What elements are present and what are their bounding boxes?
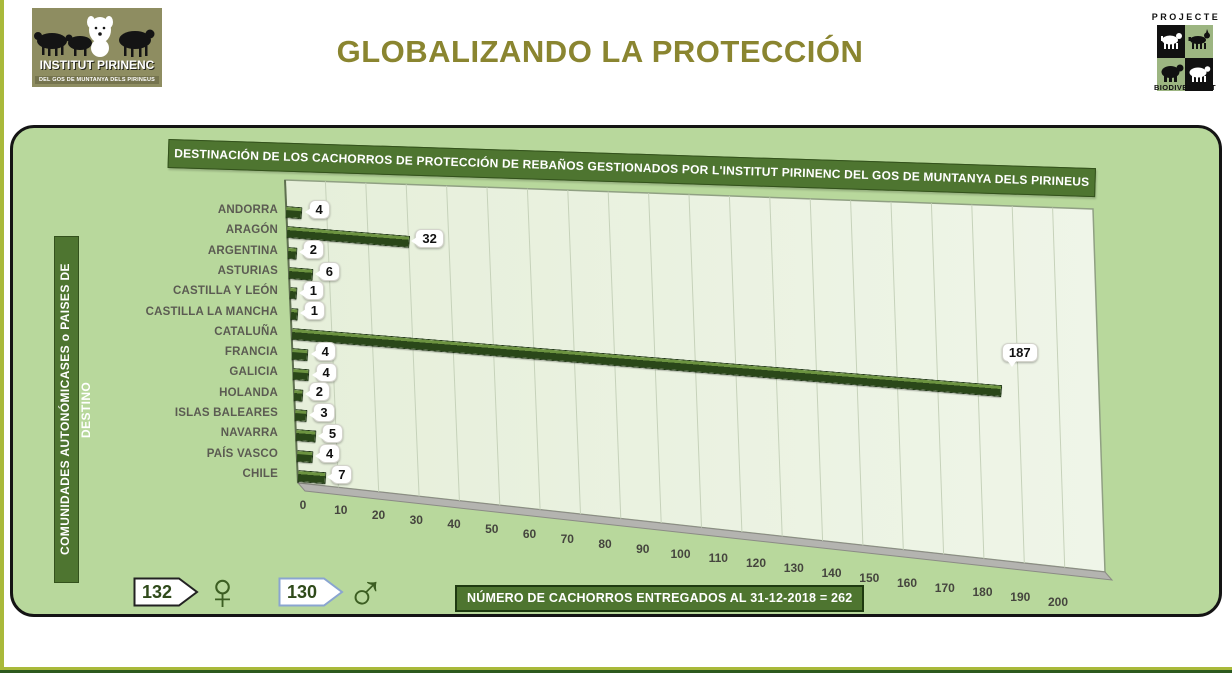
chart-gridline — [1052, 207, 1066, 568]
x-tick-label: 90 — [636, 541, 650, 556]
sheep-icon — [1185, 58, 1213, 91]
bar — [288, 266, 314, 281]
x-tick-label: 160 — [896, 575, 918, 590]
female-count: 132 — [141, 582, 173, 602]
category-label: ISLAS BALEARES — [174, 407, 278, 419]
category-label: FRANCIA — [224, 346, 278, 359]
bar — [294, 409, 308, 422]
value-callout: 1 — [299, 301, 325, 320]
bar — [297, 469, 326, 485]
bar — [289, 287, 298, 300]
bear-icon — [1157, 58, 1185, 91]
x-tick-label: 180 — [972, 585, 993, 600]
value-callout: 4 — [311, 362, 337, 382]
x-tick-label: 40 — [447, 517, 461, 532]
x-tick-label: 100 — [670, 546, 691, 561]
bottom-green-bar — [0, 670, 1232, 673]
x-tick-label: 130 — [783, 561, 804, 575]
male-count: 130 — [286, 582, 318, 602]
female-icon: ♀ — [203, 563, 242, 621]
value-callout: 3 — [309, 402, 335, 422]
value-callout: 1 — [298, 280, 325, 300]
left-accent-stripe — [0, 0, 4, 670]
category-label: HOLANDA — [219, 386, 278, 399]
page-title: GLOBALIZANDO LA PROTECCIÓN — [336, 34, 864, 69]
x-tick-label: 170 — [934, 580, 955, 595]
category-label: ARGENTINA — [207, 244, 278, 257]
bar — [287, 246, 298, 260]
female-count-tag: 132 — [133, 577, 199, 607]
bar — [293, 388, 304, 402]
category-label: CATALUÑA — [214, 325, 278, 338]
x-tick-label: 190 — [1010, 590, 1031, 605]
chart-gridline — [930, 203, 945, 555]
logo-name: INSTITUT PIRINENC — [39, 58, 155, 72]
x-tick-label: 20 — [371, 507, 386, 522]
x-tick-label: 0 — [299, 498, 307, 512]
male-icon: ♂ — [346, 563, 385, 621]
category-label: PAÍS VASCO — [206, 447, 278, 460]
value-callout: 7 — [327, 465, 353, 484]
value-callout: 187 — [1001, 342, 1038, 367]
value-callout: 5 — [317, 423, 344, 443]
total-label: NÚMERO DE CACHORROS ENTREGADOS AL 31-12-… — [455, 585, 865, 612]
x-tick-label: 140 — [821, 565, 842, 580]
bottom-accent-line — [0, 667, 1232, 670]
category-label: CASTILLA Y LEÓN — [172, 285, 278, 298]
sheep-and-dog-icon — [34, 16, 155, 57]
x-tick-label: 60 — [522, 527, 537, 542]
bar — [292, 368, 310, 382]
projecte-biodiversitat-logo: PROJECTE BIODIVERSITAT — [1146, 12, 1224, 92]
category-label: ARAGÓN — [225, 224, 278, 237]
value-callout: 4 — [310, 342, 336, 362]
chart-gridline — [1011, 206, 1025, 564]
x-tick-label: 50 — [485, 522, 499, 537]
x-tick-label: 30 — [409, 512, 423, 527]
category-label: CASTILLA LA MANCHA — [145, 305, 278, 318]
x-tick-label: 200 — [1047, 595, 1069, 609]
value-callout: 4 — [304, 200, 330, 220]
logo-right-bottom-label: BIODIVERSITAT — [1153, 83, 1216, 92]
category-label: CHILE — [242, 467, 278, 480]
chart-floor — [296, 482, 1114, 581]
value-callout: 32 — [411, 229, 444, 249]
value-callout: 2 — [304, 382, 331, 402]
category-axis-title: COMUNIDADES AUTONÓMICASES o PAISES DE DE… — [54, 236, 93, 583]
x-tick-label: 10 — [334, 502, 348, 517]
bar — [285, 206, 303, 220]
x-tick-label: 150 — [859, 570, 880, 585]
logo-right-top-label: PROJECTE — [1151, 12, 1221, 22]
arrow-tag-shape — [278, 577, 344, 607]
x-tick-label: 70 — [560, 532, 574, 546]
bar — [296, 449, 314, 463]
arrow-tag-shape — [133, 577, 199, 607]
x-tick-label: 110 — [708, 551, 728, 566]
x-tick-label: 120 — [745, 556, 767, 571]
category-label: NAVARRA — [220, 427, 278, 440]
category-label: GALICIA — [229, 366, 278, 379]
x-tick-label: 80 — [598, 536, 612, 551]
institut-pirinenc-logo: INSTITUT PIRINENC DEL GOS DE MUNTANYA DE… — [32, 8, 162, 87]
value-callout: 4 — [314, 443, 341, 463]
bar — [291, 348, 310, 362]
bar — [295, 429, 317, 443]
chart-gridline — [971, 204, 985, 559]
category-label: ANDORRA — [217, 204, 278, 216]
dog-icon — [1157, 25, 1185, 58]
value-callout: 6 — [314, 261, 340, 281]
male-count-tag: 130 — [278, 577, 344, 607]
animal-grid — [1157, 25, 1213, 91]
wolf-icon — [1185, 25, 1213, 58]
logo-subtitle: DEL GOS DE MUNTANYA DELS PIRINEUS — [35, 76, 159, 84]
category-label: ASTURIAS — [217, 264, 278, 277]
value-callout: 2 — [298, 240, 324, 260]
bar — [290, 307, 299, 321]
